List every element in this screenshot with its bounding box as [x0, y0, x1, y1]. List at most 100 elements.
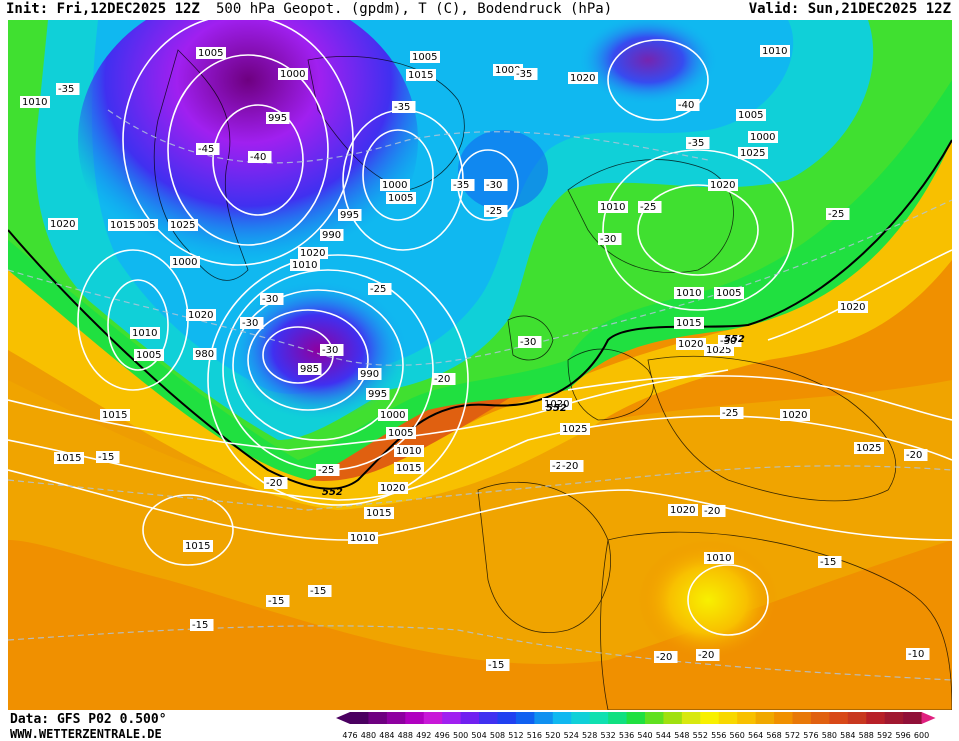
colorbar-tick-label: 540: [637, 731, 652, 740]
svg-text:980: 980: [195, 349, 214, 360]
pressure-label: 1000: [380, 179, 410, 191]
svg-text:1025: 1025: [740, 148, 765, 159]
pressure-label: 1020: [48, 218, 78, 230]
svg-text:1020: 1020: [670, 505, 695, 516]
temperature-label: -40: [248, 151, 272, 163]
colorbar-tick-label: 584: [840, 731, 855, 740]
svg-text:1010: 1010: [350, 533, 375, 544]
svg-text:-20: -20: [434, 374, 450, 385]
svg-text:1000: 1000: [380, 410, 405, 421]
colorbar-tick-label: 576: [803, 731, 818, 740]
colorbar-tick-label: 552: [693, 731, 708, 740]
colorbar-swatch: [479, 712, 498, 724]
svg-text:1020: 1020: [300, 248, 325, 259]
pressure-label: 1020: [708, 179, 738, 191]
colorbar-swatch: [442, 712, 462, 724]
pressure-label: 1025: [854, 442, 884, 454]
svg-text:-40: -40: [678, 100, 694, 111]
temperature-label: -20: [904, 449, 928, 461]
colorbar: 476 480 484 488 492 496 500 504 508 512 516 520 524 5…: [336, 712, 936, 740]
svg-text:1025: 1025: [562, 424, 587, 435]
pressure-label: 1020: [378, 482, 408, 494]
colorbar-tick-label: 548: [674, 731, 689, 740]
temperature-label: -30: [718, 335, 742, 347]
temperature-label: -35: [392, 101, 416, 113]
colorbar-tick-label: 544: [656, 731, 671, 740]
pressure-label: 1010: [394, 445, 424, 457]
svg-text:-25: -25: [722, 408, 738, 419]
temperature-label: -20: [654, 651, 678, 663]
svg-text:1005: 1005: [412, 52, 437, 63]
svg-text:1020: 1020: [840, 302, 865, 313]
colorbar-swatch: [810, 712, 830, 724]
svg-text:-30: -30: [486, 180, 502, 191]
temperature-label: -25: [720, 407, 744, 419]
geopotential-552-line: [8, 139, 952, 490]
colorbar-swatch: [368, 712, 388, 724]
pressure-label: 1020: [838, 301, 868, 313]
pressure-label: 1020: [676, 338, 706, 350]
geopotential-label: 552: [724, 334, 745, 345]
svg-text:1025: 1025: [856, 443, 881, 454]
pressure-label: 1010: [674, 287, 704, 299]
svg-text:1010: 1010: [292, 260, 317, 271]
svg-text:985: 985: [300, 364, 319, 375]
init-time: Init: Fri,12DEC2025 12Z: [6, 1, 200, 17]
svg-text:-35: -35: [453, 180, 469, 191]
colorbar-tick-label: 572: [785, 731, 800, 740]
pressure-label: 1015: [54, 452, 84, 464]
temperature-label: -30: [518, 336, 542, 348]
svg-text:1015: 1015: [396, 463, 421, 474]
map-header: Init: Fri,12DEC2025 12Z 500 hPa Geopot. …: [0, 0, 959, 20]
svg-text:-30: -30: [600, 234, 616, 245]
pressure-label: 1015: [406, 69, 436, 81]
map-labels: 1005100099510101015100510001020101010051…: [20, 45, 930, 671]
svg-text:-30: -30: [520, 337, 536, 348]
pressure-label: 1005: [196, 47, 226, 59]
svg-text:1010: 1010: [762, 46, 787, 57]
pressure-label: 1010: [348, 532, 378, 544]
pressure-label: 1005: [410, 51, 440, 63]
svg-text:-25: -25: [486, 206, 502, 217]
svg-text:1000: 1000: [750, 132, 775, 143]
svg-text:1015: 1015: [408, 70, 433, 81]
isobars: [8, 20, 952, 636]
svg-text:-20: -20: [704, 506, 720, 517]
colorbar-tick-label: 512: [508, 731, 523, 740]
svg-text:-30: -30: [262, 294, 278, 305]
colorbar-tick-label: 524: [564, 731, 579, 740]
svg-text:990: 990: [322, 230, 341, 241]
temperature-label: -15: [308, 585, 332, 597]
pressure-label: 1020: [186, 309, 216, 321]
colorbar-tick-label: 480: [361, 731, 376, 740]
temperature-label: -25: [484, 205, 508, 217]
colorbar-swatch: [681, 712, 701, 724]
svg-text:1015: 1015: [110, 220, 135, 231]
temperature-label: -30: [484, 179, 508, 191]
svg-text:-30: -30: [720, 336, 736, 347]
svg-text:1005: 1005: [716, 288, 741, 299]
colorbar-swatch: [700, 712, 720, 724]
temperature-label: -30: [240, 317, 264, 329]
pressure-label: 1025: [168, 219, 198, 231]
colorbar-tick-label: 488: [398, 731, 413, 740]
pressure-label: 1005: [134, 349, 164, 361]
svg-text:1020: 1020: [570, 73, 595, 84]
pressure-label: 1000: [170, 256, 200, 268]
temperature-label: -20: [560, 460, 584, 472]
pressure-label: 995: [366, 388, 390, 400]
temperature-label: -20: [264, 477, 288, 489]
temperature-label: -20: [432, 373, 456, 385]
pressure-label: 990: [320, 229, 344, 241]
valid-time: Valid: Sun,21DEC2025 12Z: [748, 1, 951, 17]
geopotential-label: 552: [322, 487, 343, 498]
colorbar-swatch: [663, 712, 683, 724]
pressure-label: 1020: [568, 72, 598, 84]
svg-text:1010: 1010: [706, 553, 731, 564]
svg-text:1020: 1020: [50, 219, 75, 230]
svg-text:-15: -15: [98, 452, 114, 463]
pressure-label: 985: [298, 363, 322, 375]
website: WWW.WETTERZENTRALE.DE: [10, 727, 162, 741]
pressure-label: 1010: [20, 96, 50, 108]
svg-text:-15: -15: [268, 596, 284, 607]
